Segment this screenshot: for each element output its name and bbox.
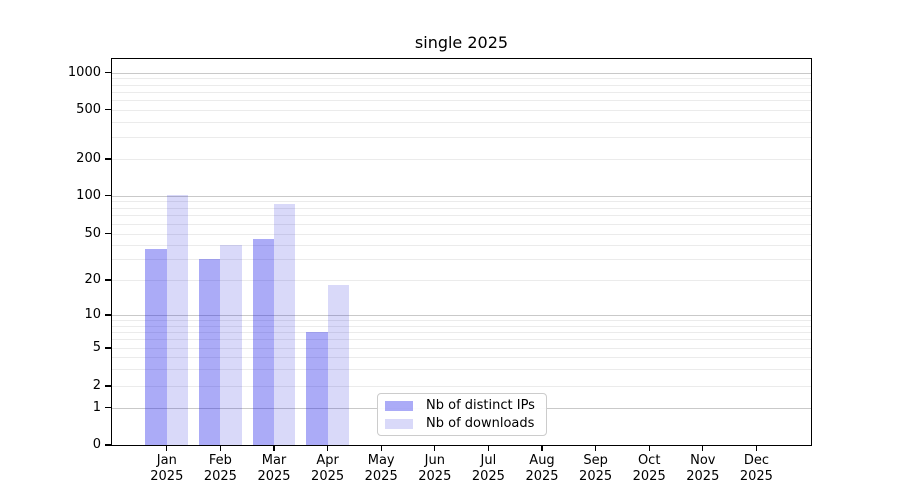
x-tick-mark	[166, 445, 168, 451]
minor-gridline	[112, 99, 811, 101]
y-tick-mark	[105, 158, 112, 160]
legend-swatch-distinct-ips-icon	[385, 400, 413, 411]
minor-gridline	[112, 223, 811, 225]
x-tick-mark	[541, 445, 543, 451]
x-tick-mark	[648, 445, 650, 451]
x-tick-label: May 2025	[364, 452, 398, 484]
y-tick-mark	[105, 347, 112, 349]
y-tick-mark	[105, 406, 112, 409]
legend-item-distinct-ips: Nb of distinct IPs	[385, 398, 538, 414]
x-tick-mark	[594, 445, 597, 451]
minor-gridline	[112, 84, 811, 86]
legend-label-downloads: Nb of downloads	[426, 415, 535, 431]
y-tick-label: 0	[92, 437, 101, 452]
minor-gridline	[112, 137, 811, 139]
y-tick-label: 1000	[67, 64, 101, 80]
bar-downloads	[220, 244, 242, 445]
y-tick-mark	[105, 314, 112, 316]
y-tick-label: 50	[84, 225, 101, 241]
x-tick-label: Jul 2025	[471, 452, 505, 484]
minor-gridline	[112, 91, 811, 93]
minor-gridline	[112, 357, 811, 359]
y-tick-mark	[105, 385, 112, 387]
y-tick-label: 500	[76, 101, 101, 117]
x-tick-label: Dec 2025	[739, 452, 773, 484]
minor-gridline	[112, 259, 811, 261]
major-gridline	[112, 195, 811, 197]
y-tick-label: 100	[76, 187, 101, 203]
x-tick-label: Nov 2025	[686, 452, 720, 484]
x-tick-label: Sep 2025	[579, 452, 613, 484]
bar-downloads	[274, 204, 296, 445]
bar-downloads	[327, 285, 349, 445]
chart-title: single 2025	[414, 33, 509, 52]
y-tick-label: 20	[84, 272, 101, 287]
x-tick-label: Jan 2025	[150, 452, 184, 484]
x-tick-mark	[487, 445, 490, 451]
minor-gridline	[112, 369, 811, 371]
y-tick-label: 10	[84, 307, 101, 322]
y-tick-mark	[105, 232, 112, 235]
minor-gridline	[112, 121, 811, 123]
bar-distinct-ips	[145, 248, 167, 445]
legend-item-downloads: Nb of downloads	[385, 416, 538, 432]
bar-distinct-ips	[199, 259, 221, 445]
y-tick-label: 2	[92, 378, 101, 393]
bar-downloads	[166, 194, 189, 445]
x-tick-label: Feb 2025	[203, 452, 237, 484]
x-tick-label: Apr 2025	[311, 452, 345, 484]
x-tick-mark	[219, 445, 222, 451]
minor-gridline	[112, 109, 811, 111]
y-tick-mark	[105, 194, 112, 197]
legend: Nb of distinct IPs Nb of downloads	[377, 393, 547, 436]
y-tick-mark	[105, 108, 112, 111]
x-tick-mark	[755, 445, 758, 451]
y-tick-label: 5	[92, 340, 101, 355]
minor-gridline	[112, 244, 811, 246]
minor-gridline	[112, 280, 811, 281]
x-tick-mark	[702, 445, 704, 451]
bar-distinct-ips	[306, 331, 328, 445]
gridlines-layer	[112, 59, 811, 445]
minor-gridline	[112, 348, 811, 349]
y-tick-mark	[105, 72, 112, 74]
minor-gridline	[112, 159, 811, 160]
x-tick-label: Jun 2025	[418, 452, 452, 484]
x-tick-mark	[273, 445, 275, 451]
y-tick-label: 1	[92, 399, 101, 415]
minor-gridline	[112, 325, 811, 327]
minor-gridline	[112, 331, 811, 333]
minor-gridline	[112, 201, 811, 203]
major-gridline	[112, 315, 811, 316]
minor-gridline	[112, 320, 811, 322]
major-gridline	[112, 72, 811, 74]
y-tick-mark	[105, 444, 112, 446]
minor-gridline	[112, 78, 811, 80]
y-tick-mark	[105, 279, 112, 281]
bar-distinct-ips	[252, 238, 274, 445]
x-tick-label: Mar 2025	[257, 452, 291, 484]
bars-layer	[112, 59, 811, 445]
y-tick-label: 200	[76, 151, 101, 166]
legend-swatch-downloads-icon	[385, 418, 413, 429]
x-tick-label: Oct 2025	[632, 452, 666, 484]
x-tick-mark	[326, 445, 329, 451]
minor-gridline	[112, 386, 811, 387]
x-tick-mark	[434, 445, 436, 451]
legend-label-distinct-ips: Nb of distinct IPs	[426, 397, 535, 413]
minor-gridline	[112, 233, 811, 235]
minor-gridline	[112, 215, 811, 217]
minor-gridline	[112, 207, 811, 209]
x-tick-mark	[380, 445, 382, 451]
minor-gridline	[112, 339, 811, 341]
x-tick-label: Aug 2025	[525, 452, 559, 484]
